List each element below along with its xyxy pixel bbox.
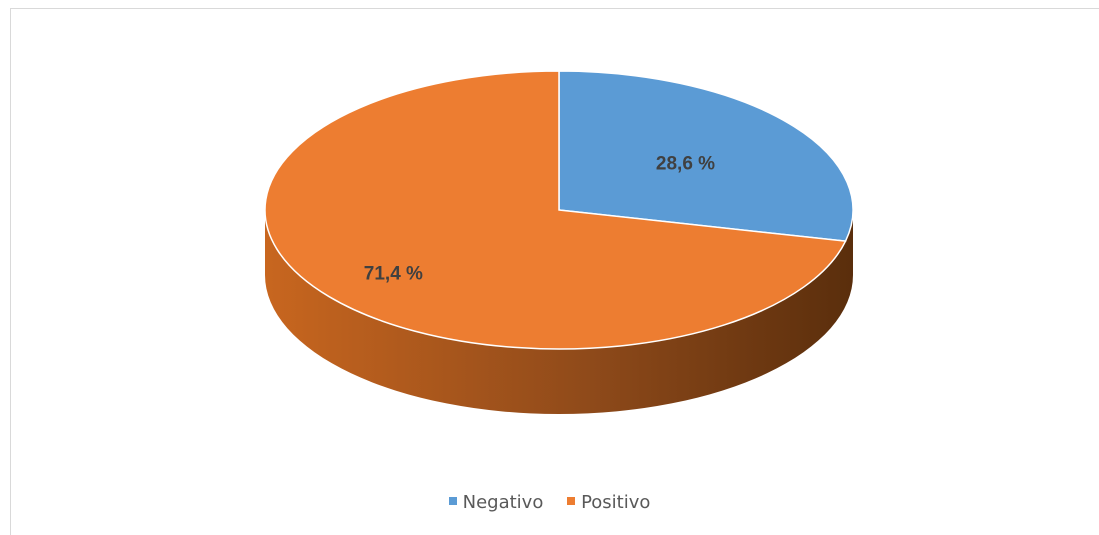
data-label-positivo: 71,4 %: [364, 263, 423, 284]
pie-slice-positivo: [264, 70, 847, 350]
legend-label-negativo: Negativo: [462, 492, 544, 513]
legend-swatch-positivo: [567, 497, 576, 505]
legend-swatch-negativo: [448, 497, 457, 505]
legend: Negativo Positivo: [0, 492, 1099, 513]
legend-label-positivo: Positivo: [581, 492, 651, 513]
pie-side-wall: [265, 210, 853, 414]
legend-item-negativo: Negativo: [448, 492, 544, 513]
data-label-negativo: 28,6 %: [656, 153, 715, 174]
pie-slice-negativo: [558, 70, 854, 242]
legend-item-positivo: Positivo: [567, 492, 650, 513]
